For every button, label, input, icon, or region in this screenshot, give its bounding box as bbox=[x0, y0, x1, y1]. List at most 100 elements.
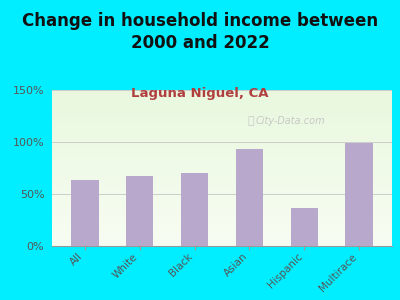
Bar bbox=[52, 151, 392, 152]
Bar bbox=[52, 123, 392, 124]
Bar bbox=[52, 163, 392, 164]
Bar bbox=[52, 197, 392, 198]
Bar bbox=[52, 167, 392, 168]
Bar bbox=[52, 215, 392, 216]
Bar bbox=[52, 193, 392, 194]
Bar bbox=[52, 103, 392, 104]
Bar bbox=[52, 139, 392, 140]
Bar bbox=[52, 237, 392, 238]
Bar bbox=[52, 236, 392, 237]
Bar bbox=[52, 232, 392, 233]
Bar bbox=[52, 154, 392, 155]
Bar bbox=[52, 132, 392, 133]
Bar bbox=[52, 208, 392, 209]
Bar bbox=[52, 140, 392, 141]
Bar bbox=[52, 182, 392, 183]
Bar bbox=[52, 226, 392, 227]
Bar bbox=[52, 146, 392, 147]
Bar bbox=[52, 189, 392, 190]
Bar bbox=[52, 141, 392, 142]
Bar bbox=[345, 143, 373, 246]
Bar bbox=[52, 231, 392, 232]
Bar bbox=[52, 111, 392, 112]
Bar bbox=[52, 153, 392, 154]
Bar bbox=[52, 199, 392, 200]
Bar bbox=[52, 235, 392, 236]
Bar bbox=[52, 202, 392, 203]
Bar bbox=[52, 90, 392, 91]
Bar bbox=[52, 205, 392, 206]
Bar bbox=[52, 109, 392, 110]
Bar bbox=[52, 212, 392, 213]
Bar bbox=[52, 159, 392, 160]
Bar bbox=[52, 206, 392, 207]
Bar bbox=[52, 99, 392, 100]
Bar bbox=[52, 173, 392, 174]
Bar bbox=[52, 244, 392, 245]
Bar bbox=[52, 191, 392, 192]
Bar bbox=[52, 186, 392, 187]
Bar bbox=[52, 238, 392, 239]
Bar bbox=[52, 136, 392, 137]
Bar bbox=[52, 233, 392, 234]
Bar bbox=[52, 121, 392, 122]
Bar bbox=[52, 228, 392, 229]
Bar bbox=[52, 219, 392, 220]
Bar bbox=[52, 218, 392, 219]
Bar bbox=[52, 117, 392, 118]
Bar bbox=[52, 128, 392, 129]
Bar bbox=[52, 171, 392, 172]
Bar bbox=[52, 94, 392, 95]
Bar bbox=[290, 208, 318, 246]
Bar bbox=[52, 166, 392, 167]
Bar bbox=[52, 188, 392, 189]
Bar bbox=[52, 133, 392, 134]
Bar bbox=[52, 239, 392, 240]
Bar bbox=[52, 222, 392, 223]
Bar bbox=[52, 106, 392, 107]
Bar bbox=[126, 176, 154, 246]
Bar bbox=[52, 152, 392, 153]
Bar bbox=[52, 211, 392, 212]
Bar bbox=[52, 190, 392, 191]
Bar bbox=[52, 148, 392, 149]
Bar bbox=[52, 150, 392, 151]
Bar bbox=[52, 124, 392, 125]
Bar bbox=[52, 129, 392, 130]
Bar bbox=[52, 144, 392, 145]
Bar bbox=[52, 119, 392, 120]
Bar bbox=[52, 149, 392, 150]
Bar bbox=[52, 210, 392, 211]
Bar bbox=[52, 200, 392, 201]
Bar bbox=[52, 170, 392, 171]
Bar bbox=[52, 187, 392, 188]
Bar bbox=[52, 177, 392, 178]
Bar bbox=[52, 230, 392, 231]
Bar bbox=[52, 108, 392, 109]
Bar bbox=[52, 217, 392, 218]
Bar bbox=[52, 184, 392, 185]
Bar bbox=[52, 126, 392, 127]
Text: Laguna Niguel, CA: Laguna Niguel, CA bbox=[131, 87, 269, 100]
Bar bbox=[52, 162, 392, 163]
Bar bbox=[52, 203, 392, 204]
Bar bbox=[52, 102, 392, 103]
Bar bbox=[52, 196, 392, 197]
Text: Change in household income between
2000 and 2022: Change in household income between 2000 … bbox=[22, 12, 378, 52]
Bar bbox=[52, 176, 392, 177]
Bar bbox=[52, 243, 392, 244]
Bar bbox=[52, 100, 392, 101]
Bar bbox=[52, 174, 392, 175]
Bar bbox=[52, 160, 392, 161]
Bar bbox=[52, 105, 392, 106]
Bar bbox=[52, 164, 392, 165]
Bar bbox=[52, 134, 392, 135]
Bar bbox=[52, 96, 392, 97]
Bar bbox=[52, 161, 392, 162]
Bar bbox=[52, 178, 392, 179]
Bar bbox=[181, 173, 208, 246]
Bar bbox=[52, 92, 392, 93]
Bar bbox=[52, 157, 392, 158]
Bar bbox=[52, 122, 392, 123]
Bar bbox=[52, 179, 392, 180]
